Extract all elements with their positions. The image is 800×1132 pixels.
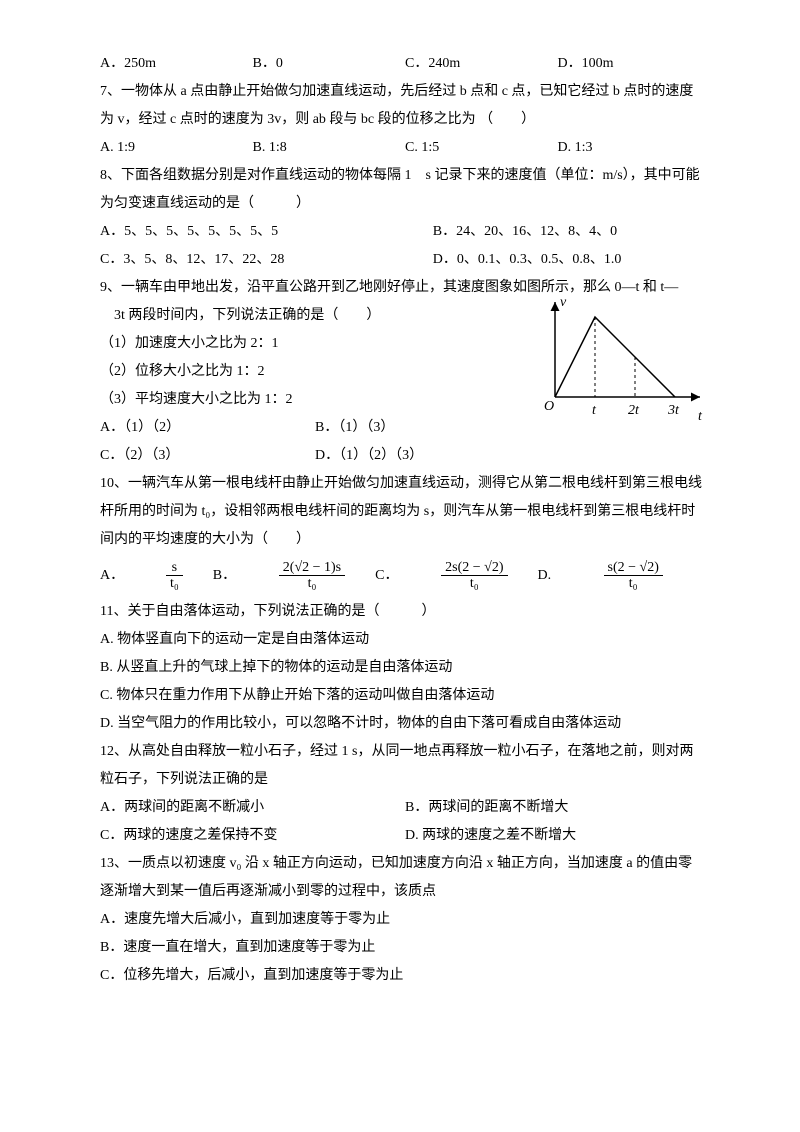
q7-d: D. 1:3 [558,134,711,162]
q9-c: C．（2）（3） [100,442,315,470]
q7-options: A. 1:9 B. 1:8 C. 1:5 D. 1:3 [100,134,710,162]
q6-b: B．0 [253,50,406,78]
q11-a: A. 物体竖直向下的运动一定是自由落体运动 [100,626,710,654]
q7-stem-1: 7、一物体从 a 点由静止开始做匀加速直线运动，先后经过 b 点和 c 点，已知… [100,78,710,106]
q12-d: D. 两球的速度之差不断增大 [405,822,710,850]
svg-text:t: t [698,409,703,422]
q12-stem-2: 粒石子，下列说法正确的是 [100,766,710,794]
q8-b: B．24、20、16、12、8、4、0 [433,218,710,246]
q10-d-lbl: D. [538,562,574,590]
q9-row1: A．（1）（2） B．（1）（3） [100,414,530,442]
q13-stem-1: 13、一质点以初速度 v₀ 沿 x 轴正方向运动，已知加速度方向沿 x 轴正方向… [100,850,710,878]
q10-stem-3: 间内的平均速度的大小为（ ） [100,526,710,554]
q9-row2: C．（2）（3） D．（1）（2）（3） [100,442,530,470]
q8-stem-1: 8、下面各组数据分别是对作直线运动的物体每隔 1 s 记录下来的速度值（单位：m… [100,162,710,190]
q8-row1: A．5、5、5、5、5、5、5、5 B．24、20、16、12、8、4、0 [100,218,710,246]
q6-options: A．250m B．0 C．240m D．100m [100,50,710,78]
q10-a-lbl: A． [100,562,136,590]
q8-stem-2: 为匀变速直线运动的是（ ） [100,190,710,218]
q8-row2: C．3、5、8、12、17、22、28 D．0、0.1、0.3、0.5、0.8、… [100,246,710,274]
svg-text:O: O [544,399,554,414]
q8-c: C．3、5、8、12、17、22、28 [100,246,433,274]
q10-c-frac: 2s(2 − √2)t₀ [441,560,507,592]
q13-c: C．位移先增大，后减小，直到加速度等于零为止 [100,962,710,990]
q6-c: C．240m [405,50,558,78]
exam-page: A．250m B．0 C．240m D．100m 7、一物体从 a 点由静止开始… [0,0,800,1132]
q13-b: B．速度一直在增大，直到加速度等于零为止 [100,934,710,962]
q6-a: A．250m [100,50,253,78]
q11-b: B. 从竖直上升的气球上掉下的物体的运动是自由落体运动 [100,654,710,682]
q9-sub3: （3）平均速度大小之比为 1：2 [100,386,530,414]
q12-stem-1: 12、从高处自由释放一粒小石子，经过 1 s，从同一地点再释放一粒小石子，在落地… [100,738,710,766]
q12-c: C．两球的速度之差保持不变 [100,822,405,850]
q7-a: A. 1:9 [100,134,253,162]
q9-d: D．（1）（2）（3） [315,442,530,470]
q8-a: A．5、5、5、5、5、5、5、5 [100,218,433,246]
q12-b: B．两球间的距离不断增大 [405,794,710,822]
q13-a: A．速度先增大后减小，直到加速度等于零为止 [100,906,710,934]
q7-b: B. 1:8 [253,134,406,162]
q10-b-lbl: B． [213,562,249,590]
q10-options: A． st₀ B． 2(√2 − 1)st₀ C． 2s(2 − √2)t₀ D… [100,560,710,592]
q10-b-frac: 2(√2 − 1)st₀ [279,560,345,592]
q7-stem-2: 为 v，经过 c 点时的速度为 3v，则 ab 段与 bc 段的位移之比为 （ … [100,106,710,134]
q10-c-lbl: C． [375,562,411,590]
q9-text: 3t 两段时间内，下列说法正确的是（ ） （1）加速度大小之比为 2：1 （2）… [100,302,530,470]
vt-chart: O t 2t 3t t v [530,292,710,422]
q9-body: 3t 两段时间内，下列说法正确的是（ ） （1）加速度大小之比为 2：1 （2）… [100,302,710,470]
svg-text:3t: 3t [667,403,680,418]
q9-sub1: （1）加速度大小之比为 2：1 [100,330,530,358]
q9-b: B．（1）（3） [315,414,530,442]
q12-row1: A．两球间的距离不断减小 B．两球间的距离不断增大 [100,794,710,822]
q9-a: A．（1）（2） [100,414,315,442]
q13-stem-2: 逐渐增大到某一值后再逐渐减小到零的过程中，该质点 [100,878,710,906]
svg-text:t: t [592,403,597,418]
q8-d: D．0、0.1、0.3、0.5、0.8、1.0 [433,246,710,274]
q9-sub2: （2）位移大小之比为 1：2 [100,358,530,386]
q7-c: C. 1:5 [405,134,558,162]
q10-d-frac: s(2 − √2)t₀ [604,560,663,592]
q10-stem-2: 杆所用的时间为 t₀，设相邻两根电线杆间的距离均为 s，则汽车从第一根电线杆到第… [100,498,710,526]
q9-stem-2: 3t 两段时间内，下列说法正确的是（ ） [100,302,530,330]
svg-text:v: v [560,295,567,310]
q10-stem-1: 10、一辆汽车从第一根电线杆由静止开始做匀加速直线运动，测得它从第二根电线杆到第… [100,470,710,498]
q11-stem: 11、关于自由落体运动，下列说法正确的是（ ） [100,598,710,626]
q6-d: D．100m [558,50,711,78]
q12-a: A．两球间的距离不断减小 [100,794,405,822]
q10-a-frac: st₀ [166,560,183,592]
q11-c: C. 物体只在重力作用下从静止开始下落的运动叫做自由落体运动 [100,682,710,710]
q11-d: D. 当空气阻力的作用比较小，可以忽略不计时，物体的自由下落可看成自由落体运动 [100,710,710,738]
q12-row2: C．两球的速度之差保持不变 D. 两球的速度之差不断增大 [100,822,710,850]
svg-text:2t: 2t [628,403,640,418]
